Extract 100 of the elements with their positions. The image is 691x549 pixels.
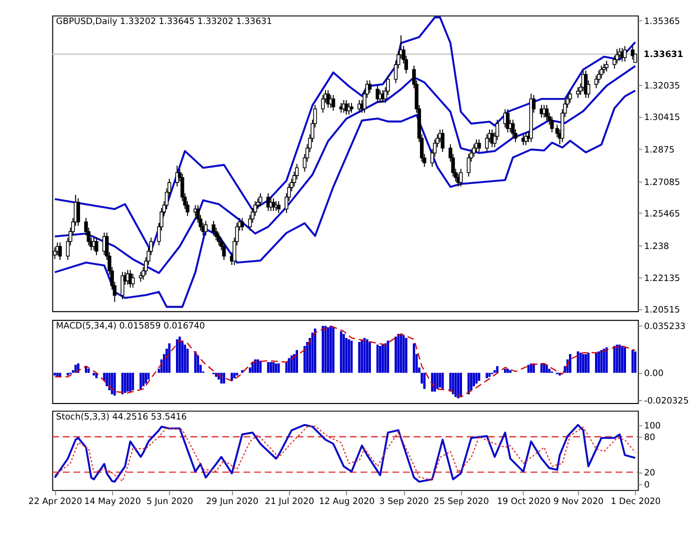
- bar: [595, 352, 598, 373]
- bar: [470, 372, 472, 390]
- y-tick-label: 1.35365: [644, 16, 680, 27]
- candlestick: [594, 74, 598, 89]
- bar: [241, 370, 244, 373]
- bar: [126, 372, 129, 392]
- x-tick-label: 21 Jul 2020: [264, 496, 314, 507]
- bar: [582, 354, 584, 373]
- bar: [66, 372, 69, 376]
- chart-title: Stoch(5,3,3) 44.2516 53.5416: [56, 412, 187, 422]
- bar: [486, 372, 488, 378]
- bar: [87, 368, 90, 373]
- bar: [277, 363, 280, 373]
- candlestick: [376, 84, 380, 104]
- candlestick: [600, 65, 604, 79]
- candlestick: [368, 80, 372, 94]
- bar: [306, 342, 308, 373]
- line-series: [54, 65, 636, 274]
- bar: [140, 372, 142, 389]
- candlestick: [138, 271, 143, 282]
- bar: [330, 326, 332, 373]
- bar: [434, 372, 436, 392]
- bar: [342, 334, 345, 373]
- y-tick-label: 1.25465: [644, 209, 680, 220]
- bar: [176, 339, 178, 373]
- bar: [358, 342, 360, 373]
- y-tick-label: 0.00: [644, 369, 664, 380]
- bar: [496, 366, 498, 373]
- y-tick-label: 80: [644, 433, 656, 444]
- bar: [332, 327, 334, 373]
- bar: [178, 336, 181, 373]
- bar: [144, 372, 148, 384]
- bar: [230, 372, 233, 381]
- candlestick: [604, 60, 608, 72]
- y-tick-label: 1.22135: [644, 274, 680, 284]
- candlestick: [544, 104, 549, 121]
- bar: [194, 351, 197, 373]
- y-tick-label: -0.020325: [644, 396, 689, 406]
- candlestick: [472, 144, 476, 158]
- bar: [366, 339, 368, 373]
- bar: [569, 354, 572, 373]
- bar: [454, 372, 457, 397]
- candlestick: [350, 102, 354, 114]
- bar: [584, 354, 587, 373]
- x-tick-label: 22 Apr 2020: [28, 496, 82, 507]
- bar: [397, 334, 400, 373]
- candlestick: [576, 86, 580, 98]
- candlestick: [477, 138, 481, 153]
- chart-title: GBPUSD,Daily 1.33202 1.33645 1.33202 1.33631: [56, 17, 272, 28]
- y-tick-label: 1.32035: [644, 82, 680, 92]
- line-series: [54, 90, 636, 308]
- bar: [233, 372, 236, 378]
- bar: [378, 346, 382, 373]
- bar: [293, 354, 296, 373]
- chart-title: MACD(5,34,4) 0.015859 0.016740: [56, 322, 205, 332]
- y-tick-label: 1.2875: [644, 145, 675, 156]
- bar: [384, 343, 387, 373]
- y-tick-label: 1.238: [644, 242, 670, 252]
- bar: [509, 370, 512, 373]
- bar: [267, 362, 270, 373]
- y-tick-label: 1.30415: [644, 113, 680, 124]
- candlestick: [622, 46, 627, 62]
- bar: [472, 372, 476, 386]
- x-tick-label: 19 Oct 2020: [496, 496, 551, 507]
- candlestick: [76, 198, 80, 226]
- bar: [405, 338, 408, 373]
- y-tick-label: 100: [644, 421, 661, 432]
- bar: [394, 336, 397, 373]
- y-tick-label: 0: [644, 480, 650, 490]
- bar: [467, 372, 470, 394]
- candlestick: [94, 237, 98, 256]
- bar: [345, 338, 348, 373]
- x-tick-label: 14 May 2020: [84, 496, 141, 507]
- bar: [340, 331, 342, 373]
- bar: [270, 362, 272, 373]
- bar: [296, 350, 298, 373]
- bar: [106, 372, 108, 386]
- candlestick: [466, 153, 470, 178]
- bar: [423, 372, 426, 389]
- bar: [382, 344, 384, 373]
- bar: [542, 363, 546, 373]
- bar: [598, 351, 600, 373]
- bar: [546, 364, 548, 373]
- x-tick-label: 29 Jun 2020: [206, 496, 258, 507]
- bar: [322, 326, 324, 373]
- bar: [142, 372, 144, 386]
- bar: [290, 355, 293, 373]
- bar: [254, 359, 256, 373]
- candlestick: [120, 271, 124, 300]
- bar: [587, 352, 590, 373]
- bar: [114, 372, 116, 396]
- x-tick-label: 5 Jun 2020: [146, 496, 194, 507]
- bar: [494, 370, 496, 373]
- bar: [504, 368, 506, 373]
- bar: [326, 327, 330, 373]
- bar: [251, 362, 254, 373]
- ref-line-label: 1.33631: [644, 50, 684, 60]
- y-tick-label: 20: [644, 468, 656, 479]
- bar: [548, 368, 551, 373]
- y-tick-label: 0.035233: [644, 322, 686, 332]
